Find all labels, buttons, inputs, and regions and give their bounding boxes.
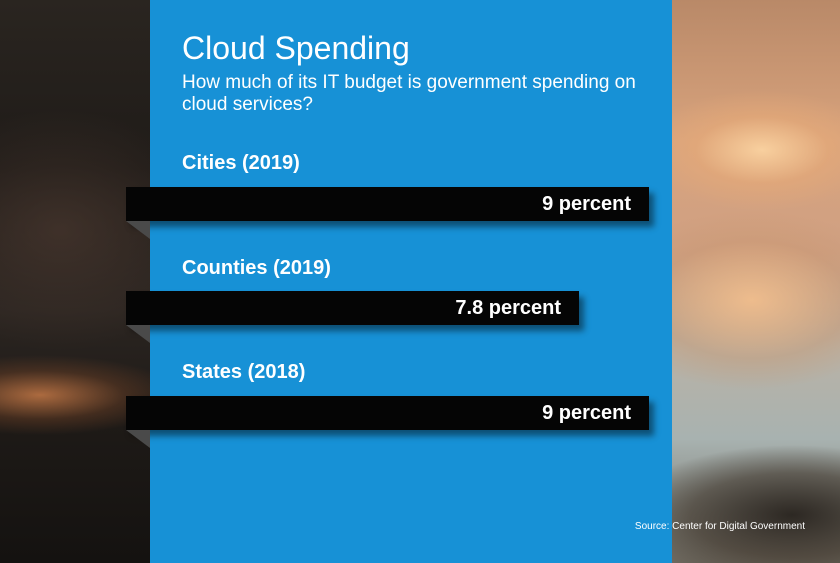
bar-category-label: Counties (2019) (182, 257, 331, 279)
background-photo-right (672, 0, 840, 563)
bar-fold-shadow (126, 430, 150, 448)
bar-fold-shadow (126, 325, 150, 343)
chart-subtitle: How much of its IT budget is government … (182, 72, 636, 115)
background-photo-left (0, 0, 150, 563)
bar-value-label: 7.8 percent (455, 297, 561, 319)
bar: 7.8 percent (126, 291, 579, 325)
bar-value-label: 9 percent (542, 402, 631, 424)
bar-category-label: Cities (2019) (182, 152, 300, 174)
chart-source: Source: Center for Digital Government (634, 521, 805, 532)
bar-value-label: 9 percent (542, 193, 631, 215)
chart-title: Cloud Spending (182, 30, 410, 66)
bar-category-label: States (2018) (182, 361, 306, 383)
bar: 9 percent (126, 187, 649, 221)
chart-panel (150, 0, 672, 563)
bar: 9 percent (126, 396, 649, 430)
bar-fold-shadow (126, 221, 150, 239)
